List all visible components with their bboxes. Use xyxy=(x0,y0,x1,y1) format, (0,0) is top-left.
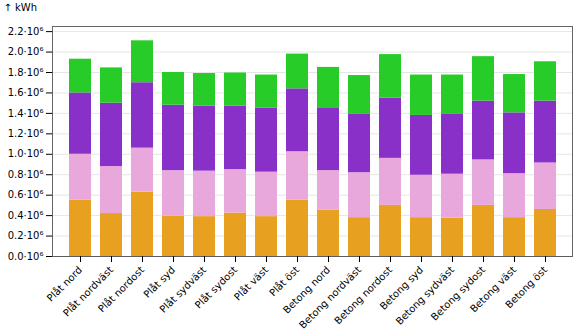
svg-text:↑ kWh: ↑ kWh xyxy=(4,2,38,13)
svg-text:0.2·10⁶: 0.2·10⁶ xyxy=(8,230,44,241)
svg-text:1.2·10⁶: 1.2·10⁶ xyxy=(8,128,44,139)
svg-text:Betong nordost: Betong nordost xyxy=(332,264,394,326)
svg-text:1.8·10⁶: 1.8·10⁶ xyxy=(8,67,44,78)
svg-text:Betong sydost: Betong sydost xyxy=(429,264,487,322)
svg-text:1.6·10⁶: 1.6·10⁶ xyxy=(8,87,44,98)
svg-text:Plåt nordost: Plåt nordost xyxy=(95,263,146,314)
svg-text:Betong öst: Betong öst xyxy=(503,264,549,310)
svg-text:Plåt nord: Plåt nord xyxy=(44,264,85,304)
svg-text:1.0·10⁶: 1.0·10⁶ xyxy=(8,148,44,159)
svg-text:Plåt sydost: Plåt sydost xyxy=(192,263,239,310)
svg-text:2.0·10⁶: 2.0·10⁶ xyxy=(8,46,44,57)
svg-text:Plåt nordväst: Plåt nordväst xyxy=(60,264,116,319)
svg-text:0.4·10⁶: 0.4·10⁶ xyxy=(8,210,44,221)
svg-text:Betong syd: Betong syd xyxy=(377,264,426,312)
svg-text:Betong nord: Betong nord xyxy=(280,264,333,316)
svg-text:2.2·10⁶: 2.2·10⁶ xyxy=(8,26,44,37)
svg-text:0.6·10⁶: 0.6·10⁶ xyxy=(8,189,44,200)
svg-text:Plåt syd: Plåt syd xyxy=(141,264,178,300)
svg-text:Betong väst: Betong väst xyxy=(467,264,519,315)
svg-text:Plåt öst: Plåt öst xyxy=(267,264,302,299)
svg-text:0.0·10⁶: 0.0·10⁶ xyxy=(8,251,44,262)
svg-text:Betong nordväst: Betong nordväst xyxy=(296,264,364,331)
svg-text:Plåt sydväst: Plåt sydväst xyxy=(157,264,209,315)
svg-text:0.8·10⁶: 0.8·10⁶ xyxy=(8,169,44,180)
svg-text:Betong sydväst: Betong sydväst xyxy=(393,264,457,327)
svg-text:1.4·10⁶: 1.4·10⁶ xyxy=(8,108,44,119)
svg-text:Plåt väst: Plåt väst xyxy=(231,263,270,302)
